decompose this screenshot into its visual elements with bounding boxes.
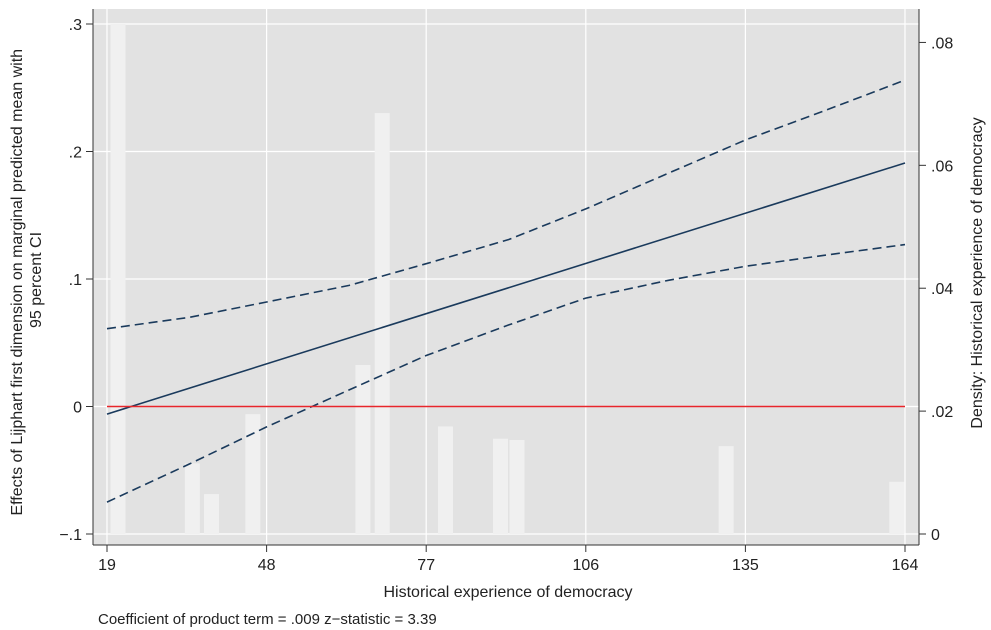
density-bar (374, 113, 390, 535)
x-axis-ticks: 19 48 77 106 135 164 (98, 545, 918, 574)
y-tick-label: 0 (73, 400, 82, 417)
y2-tick-label: .08 (931, 35, 953, 52)
line-series (106, 79, 906, 503)
density-bar (437, 426, 453, 534)
y-axis-title-line-2: 95 percent CI (28, 232, 45, 328)
density-bar (184, 463, 200, 534)
upper-ci-line (106, 79, 906, 330)
x-axis-title: Historical experience of democracy (384, 584, 633, 601)
y2-tick-label: .06 (931, 158, 953, 175)
density-bar (492, 438, 508, 534)
lower-ci-line (106, 243, 906, 503)
y-tick-label: .2 (69, 145, 82, 162)
y-axis-ticks-left: −.1 0 .1 .2 .3 (59, 17, 93, 544)
x-tick-label: 164 (892, 557, 919, 574)
y-axis-ticks-right: 0 .02 .04 .06 .08 (919, 35, 953, 544)
x-tick-label: 135 (732, 557, 759, 574)
density-bar (889, 481, 905, 534)
y2-tick-label: .04 (931, 281, 953, 298)
y-axis-title-right: Density: Historical experience of democr… (969, 117, 986, 428)
y-axis-title-line-1: Effects of Lijphart first dimension on m… (9, 49, 26, 516)
density-bar (110, 24, 126, 534)
density-histogram (110, 24, 905, 535)
chart-note: Coefficient of product term = .009 z−sta… (98, 611, 437, 628)
x-tick-label: 19 (98, 557, 116, 574)
y2-tick-label: .02 (931, 404, 953, 421)
estimate-line (106, 162, 906, 415)
y-tick-label: −.1 (59, 527, 82, 544)
x-tick-label: 106 (572, 557, 599, 574)
density-bar (245, 414, 261, 534)
y-tick-label: .1 (69, 272, 82, 289)
y-tick-label: .3 (69, 17, 82, 34)
y-axis-title-left: Effects of Lijphart first dimension on m… (9, 44, 45, 515)
density-bar (718, 446, 734, 534)
y2-tick-label: 0 (931, 527, 940, 544)
x-tick-label: 77 (417, 557, 435, 574)
x-tick-label: 48 (258, 557, 276, 574)
density-bar (509, 439, 525, 534)
density-bar (355, 365, 371, 534)
density-bar (204, 494, 220, 534)
